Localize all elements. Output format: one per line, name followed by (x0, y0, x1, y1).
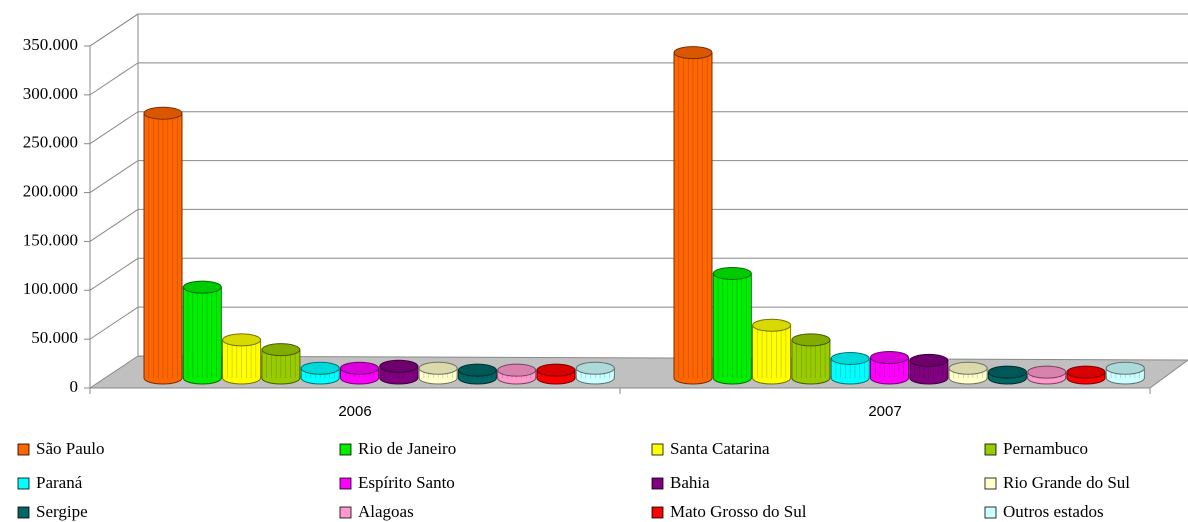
bar-top (870, 350, 909, 364)
bar-top (673, 46, 713, 60)
legend-swatch (339, 506, 352, 519)
legend-label: Bahia (670, 473, 710, 492)
bar (379, 359, 419, 385)
legend-swatch (651, 506, 664, 519)
bar (182, 280, 222, 385)
bar-top (1066, 365, 1106, 379)
legend-label: Alagoas (358, 502, 414, 521)
legend-swatch (339, 443, 352, 456)
bar-top (575, 361, 615, 375)
bar (261, 343, 301, 385)
y-tick-label: 150.000 (23, 230, 78, 249)
legend-label: Outros estados (1003, 502, 1104, 521)
legend-label: Paraná (36, 473, 83, 492)
bar-top (418, 361, 458, 375)
bar (870, 350, 909, 385)
grid-line (89, 13, 1188, 47)
grid-line (89, 257, 1188, 291)
y-tick-label: 250.000 (23, 133, 78, 152)
bar-top (182, 280, 222, 294)
bar-top (300, 361, 340, 375)
grid-line (89, 160, 1188, 193)
bar-top (909, 353, 949, 367)
bar-top (379, 359, 419, 373)
bar-top (752, 318, 792, 332)
legend-swatch (17, 477, 30, 490)
bar (418, 361, 458, 385)
legend-swatch (17, 506, 30, 519)
y-tick-label: 50.000 (31, 328, 78, 347)
legend-label: Mato Grosso do Sul (670, 502, 807, 521)
x-tick-label: 2006 (338, 403, 371, 420)
bar-top (1105, 361, 1145, 375)
back-wall (138, 14, 1188, 356)
y-tick-label: 100.000 (23, 279, 78, 298)
legend-swatch (984, 443, 997, 456)
bar-top (143, 106, 183, 120)
bar-top (830, 351, 870, 365)
y-tick-label: 200.000 (23, 181, 78, 200)
bar-top (340, 361, 379, 375)
legend-label: Sergipe (36, 502, 88, 521)
bar (575, 361, 615, 385)
bar-top (948, 361, 988, 375)
bar-top (712, 266, 752, 280)
bar (1066, 365, 1106, 385)
bar (1105, 361, 1145, 385)
legend-swatch (17, 443, 30, 456)
x-tick-label: 2007 (868, 403, 901, 420)
legend-label: Pernambuco (1003, 439, 1088, 458)
bar-top (536, 363, 576, 377)
y-tick-label: 350.000 (23, 35, 78, 54)
legend-label: Santa Catarina (670, 439, 770, 458)
bar-top (987, 365, 1027, 379)
bar (909, 353, 949, 385)
bar (1027, 365, 1067, 385)
grid-line (89, 306, 1188, 340)
bar-top (261, 343, 301, 357)
bar (948, 361, 988, 385)
bar-top (497, 363, 537, 377)
bar (143, 106, 183, 385)
bar-top (1027, 365, 1067, 379)
bar-top (222, 333, 262, 347)
bar (340, 361, 379, 385)
grid-line (89, 111, 1188, 145)
bar (457, 363, 497, 385)
bar (222, 333, 262, 385)
legend-label: Rio de Janeiro (358, 439, 456, 458)
bar-top (791, 333, 831, 347)
y-tick-label: 0 (70, 377, 79, 396)
bar (673, 46, 713, 385)
bar (497, 363, 537, 385)
bar (830, 351, 870, 385)
bar (752, 318, 792, 385)
bar (712, 266, 752, 385)
bar (536, 363, 576, 385)
bar (987, 365, 1027, 385)
legend-label: São Paulo (36, 439, 104, 458)
legend-label: Rio Grande do Sul (1003, 473, 1130, 492)
legend-swatch (984, 506, 997, 519)
legend-label: Espírito Santo (358, 473, 455, 492)
y-tick-label: 300.000 (23, 84, 78, 103)
bar (791, 333, 831, 385)
legend-swatch (984, 477, 997, 490)
legend-swatch (651, 477, 664, 490)
grid-line (89, 208, 1188, 242)
grid-line (89, 62, 1188, 96)
legend-swatch (651, 443, 664, 456)
bar-top (457, 363, 497, 377)
bar (300, 361, 340, 385)
legend-swatch (339, 477, 352, 490)
